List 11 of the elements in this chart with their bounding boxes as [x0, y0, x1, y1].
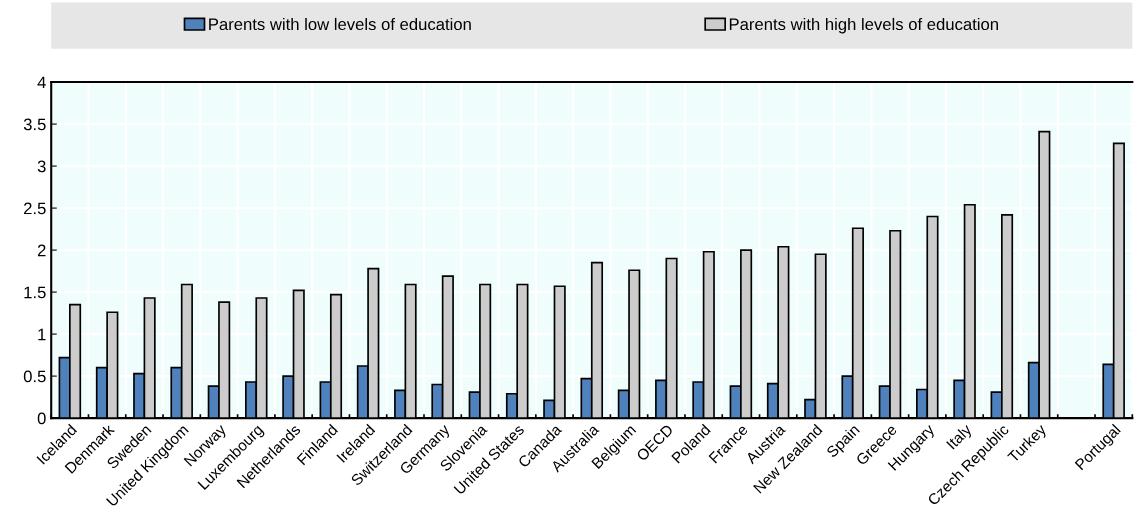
y-tick-label: 0.5	[23, 370, 46, 383]
y-tick-label: 2	[37, 244, 46, 257]
legend-label: Parents with low levels of education	[209, 17, 471, 31]
y-tick-label: 2.5	[24, 202, 46, 215]
y-tick-label: 3.5	[23, 118, 46, 131]
y-tick-label: 3	[37, 160, 46, 173]
y-tick-label: 1.5	[24, 286, 46, 299]
legend-label: Parents with high levels of education	[729, 17, 998, 34]
y-tick-label: 0	[37, 412, 46, 425]
y-tick-label: 1	[38, 328, 46, 341]
y-tick-label: 4	[37, 76, 46, 89]
